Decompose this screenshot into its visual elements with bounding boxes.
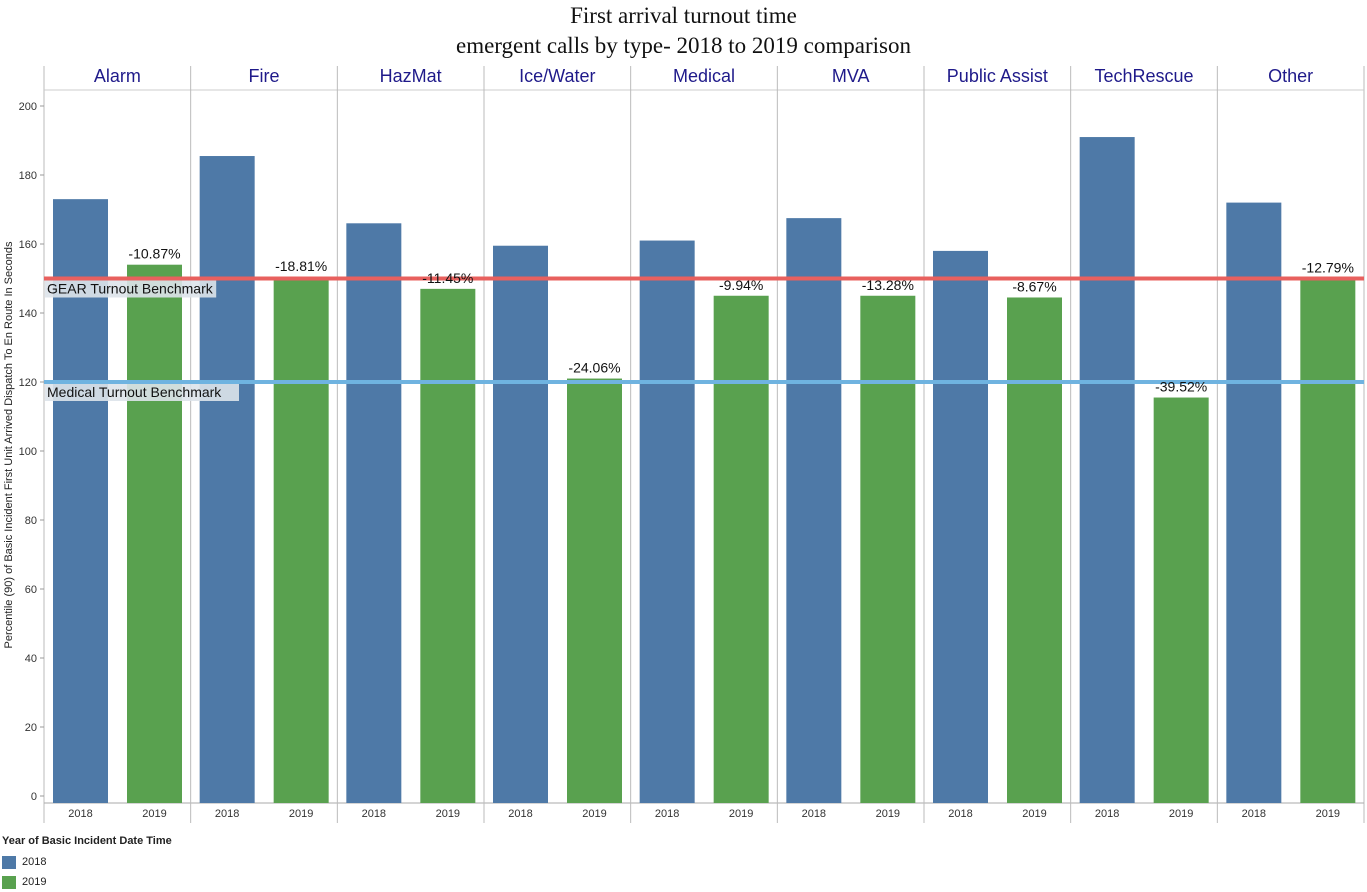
x-tick-label: 2018 (68, 808, 92, 820)
legend-label-2019: 2019 (22, 876, 47, 888)
x-tick-label: 2018 (362, 808, 386, 820)
y-tick-label: 200 (19, 101, 37, 113)
panel-title-other: Other (1268, 66, 1313, 86)
bar-2019 (1007, 297, 1062, 803)
reference-lines: GEAR Turnout Benchmark Medical Turnout Be… (44, 276, 1364, 401)
bar-2018 (786, 218, 842, 803)
bar-2019 (1300, 278, 1356, 803)
panel-title-medical: Medical (673, 66, 735, 86)
legend-item-2018: 2018 (2, 852, 172, 872)
chart-frame (43, 66, 1365, 823)
panels: Alarm 2018 2019 Fire 2018 2019 HazMat 2018 2019 I… (53, 66, 1356, 823)
y-tick-label: 180 (19, 170, 37, 182)
x-tick-label: 2018 (215, 808, 239, 820)
y-tick-label: 20 (25, 722, 37, 734)
legend-swatch-2018 (2, 855, 16, 869)
panel-title-ice-water: Ice/Water (519, 66, 595, 86)
change-label: -8.67% (1012, 278, 1056, 294)
bar-chart: 0 20 40 60 80 100 120 140 160 180 200 Alarm 2018 201… (3, 66, 1365, 823)
x-tick-label: 2019 (142, 808, 166, 820)
legend-item-2019: 2019 (2, 872, 172, 892)
bar-2019 (127, 264, 182, 803)
panel-title-techrescue: TechRescue (1094, 66, 1193, 86)
y-axis-label: Percentile (90) of Basic Incident First … (3, 241, 15, 648)
legend-label-2018: 2018 (22, 856, 47, 868)
change-label: -18.81% (275, 258, 327, 274)
y-tick-label: 60 (25, 584, 37, 596)
data-labels: -10.87% -18.81% -11.45% -24.06% -9.94% -13.28… (128, 246, 1353, 395)
x-tick-label: 2019 (876, 808, 900, 820)
bar-2018 (199, 156, 255, 803)
bar-2018 (53, 199, 108, 803)
reference-label-bg (45, 280, 217, 298)
panel-title-public-assist: Public Assist (947, 66, 1048, 86)
change-label: -11.45% (422, 270, 473, 286)
x-tick-label: 2019 (582, 808, 606, 820)
bar-2019 (273, 276, 329, 803)
change-label: -9.94% (719, 277, 763, 293)
y-tick-label: 100 (19, 446, 37, 458)
x-tick-label: 2019 (1316, 808, 1340, 820)
x-tick-label: 2019 (1169, 808, 1193, 820)
bar-2018 (1226, 202, 1282, 804)
x-tick-label: 2018 (948, 808, 972, 820)
panel-title-fire: Fire (249, 66, 280, 86)
x-tick-label: 2019 (289, 808, 313, 820)
bar-2019 (860, 295, 916, 803)
bar-2019 (567, 378, 622, 803)
reference-label-bg (45, 384, 239, 401)
change-label: -39.52% (1155, 379, 1207, 395)
bar-2018 (1079, 137, 1135, 804)
y-tick-label: 40 (25, 653, 37, 665)
y-tick-label: 0 (31, 791, 37, 803)
panel-title-mva: MVA (832, 66, 870, 86)
change-label: -12.79% (1302, 260, 1354, 276)
bar-2018 (639, 240, 695, 804)
x-tick-label: 2018 (1095, 808, 1119, 820)
y-tick-label: 80 (25, 515, 37, 527)
y-tick-label: 120 (19, 377, 37, 389)
bar-2018 (346, 223, 402, 804)
reference-label: GEAR Turnout Benchmark (47, 281, 214, 297)
y-axis: 0 20 40 60 80 100 120 140 160 180 200 (19, 101, 44, 803)
change-label: -13.28% (862, 277, 914, 293)
y-tick-label: 140 (19, 308, 37, 320)
x-tick-label: 2018 (802, 808, 826, 820)
y-tick-label: 160 (19, 239, 37, 251)
bar-2018 (933, 250, 988, 803)
chart-title-line-2: emergent calls by type- 2018 to 2019 com… (455, 33, 911, 58)
legend: Year of Basic Incident Date Time 2018 20… (2, 835, 172, 892)
x-tick-label: 2019 (1022, 808, 1046, 820)
legend-swatch-2019 (2, 875, 16, 889)
bar-2019 (713, 295, 769, 803)
x-tick-label: 2018 (508, 808, 532, 820)
x-tick-label: 2019 (729, 808, 753, 820)
bar-2019 (420, 288, 476, 804)
panel-title-hazmat: HazMat (380, 66, 442, 86)
panel-title-alarm: Alarm (94, 66, 141, 86)
x-tick-label: 2018 (655, 808, 679, 820)
reference-label: Medical Turnout Benchmark (47, 384, 222, 400)
legend-title: Year of Basic Incident Date Time (2, 835, 172, 847)
x-tick-label: 2019 (436, 808, 460, 820)
x-tick-label: 2018 (1242, 808, 1266, 820)
chart-title-line-1: First arrival turnout time (570, 3, 797, 28)
change-label: -24.06% (568, 360, 620, 376)
bar-2018 (493, 245, 548, 804)
change-label: -10.87% (128, 246, 180, 262)
bar-2019 (1153, 397, 1209, 803)
